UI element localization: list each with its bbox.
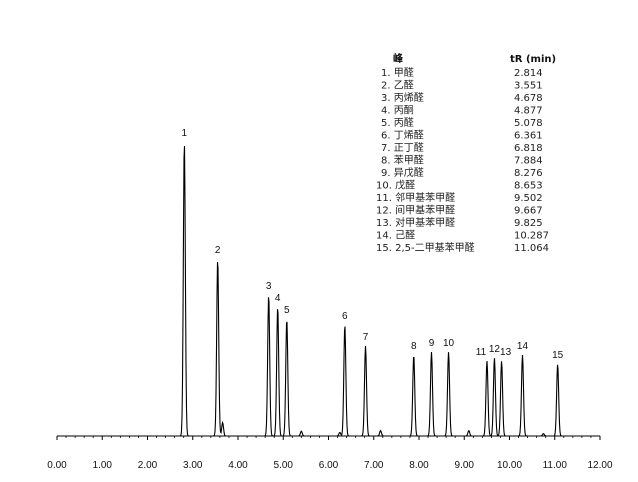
table-peak-name: 4. 丙酮 [381, 105, 414, 117]
table-peak-name: 11. 邻甲基苯甲醛 [376, 191, 455, 204]
table-peak-rt: 9.825 [514, 218, 543, 229]
x-tick-label: 0.00 [47, 460, 67, 471]
x-tick-label: 4.00 [228, 460, 248, 471]
peak-label: 13 [500, 347, 512, 358]
peak-label: 10 [443, 338, 455, 349]
table-peak-rt: 2.814 [514, 68, 543, 79]
table-peak-name: 13. 对甲基苯甲醛 [376, 216, 455, 229]
x-tick-label: 1.00 [93, 460, 113, 471]
table-peak-rt: 11.064 [514, 243, 549, 254]
table-peak-rt: 9.667 [514, 206, 543, 217]
peak-label: 4 [275, 293, 281, 304]
table-peak-name: 2. 乙醛 [381, 79, 414, 92]
table-peak-name: 10. 戊醛 [376, 179, 415, 192]
x-tick-label: 9.00 [455, 460, 475, 471]
x-tick-label: 8.00 [409, 460, 429, 471]
table-peak-rt: 8.276 [514, 168, 543, 179]
table-peak-rt: 6.361 [514, 131, 543, 142]
table-peak-name: 1. 甲醛 [381, 66, 414, 79]
peak-label: 11 [476, 347, 487, 358]
table-peak-rt: 5.078 [514, 118, 543, 129]
table-peak-rt: 6.818 [514, 143, 543, 154]
table-peak-rt: 10.287 [514, 231, 549, 242]
table-peak-name: 3. 丙烯醛 [381, 91, 424, 104]
x-tick-label: 10.00 [497, 460, 522, 471]
x-tick-label: 7.00 [364, 460, 384, 471]
peak-label: 12 [489, 344, 501, 355]
table-peak-name: 14. 己醛 [376, 229, 415, 242]
table-peak-rt: 4.678 [514, 93, 543, 104]
table-peak-rt: 3.551 [514, 81, 543, 92]
x-axis-ticks: 0.00 1.00 2.00 3.00 4.00 5.00 6.00 7.00 8.00 9.00… [47, 436, 613, 471]
table-peak-name: 5. 丙醛 [381, 116, 414, 129]
peak-label: 15 [552, 350, 564, 361]
table-peak-name: 7. 正丁醛 [381, 141, 424, 154]
x-tick-label: 11.00 [543, 460, 568, 471]
peak-label: 6 [342, 311, 348, 322]
peak-label: 7 [363, 332, 369, 343]
table-header-peak: 峰 [393, 52, 404, 65]
x-tick-label: 12.00 [587, 460, 612, 471]
table-peak-name: 12. 间甲基苯甲醛 [376, 204, 455, 217]
table-peak-rt: 7.884 [514, 156, 543, 167]
table-peak-rt: 9.502 [514, 193, 543, 204]
table-peak-name: 8. 苯甲醛 [381, 154, 424, 167]
table-peak-name: 15. 2,5-二甲基苯甲醛 [376, 241, 475, 254]
peak-table: 峰 tR (min) 1. 甲醛 2.814 2. 乙醛 3.551 3. 丙烯醛 4.6… [376, 52, 556, 254]
peak-label: 2 [215, 245, 221, 256]
peak-label: 8 [411, 341, 417, 352]
peak-label: 14 [517, 341, 529, 352]
peak-label: 1 [182, 128, 188, 139]
x-tick-label: 2.00 [138, 460, 158, 471]
table-peak-name: 6. 丁烯醛 [381, 129, 424, 142]
chromatogram-trace [57, 146, 600, 437]
table-peak-rt: 4.877 [514, 106, 543, 117]
peak-label: 9 [429, 338, 435, 349]
peak-label: 3 [266, 281, 272, 292]
x-tick-label: 6.00 [319, 460, 339, 471]
peak-label: 5 [284, 305, 290, 316]
x-tick-label: 5.00 [274, 460, 294, 471]
table-peak-name: 9. 异戊醛 [381, 166, 424, 179]
table-peak-rt: 8.653 [514, 181, 543, 192]
x-tick-label: 3.00 [183, 460, 203, 471]
table-header-rt: tR (min) [510, 54, 556, 65]
